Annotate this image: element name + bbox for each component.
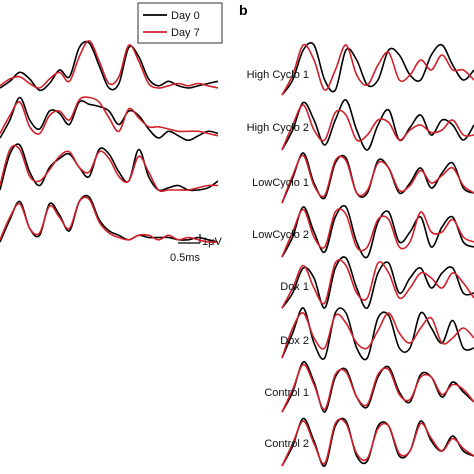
trace-dox-2-day7 [281, 312, 474, 359]
trace-label-dox-2: Dox 2 [280, 335, 309, 347]
trace-label-lowcyclo-2: LowCyclo 2 [252, 229, 309, 241]
trace-control-1-day0 [281, 361, 474, 413]
left-trace-3-day7 [0, 144, 219, 193]
panel-label-b: b [239, 2, 248, 18]
trace-control-2-day0 [281, 417, 474, 467]
scale-bar-time-label: 0.5ms [170, 252, 200, 264]
left-traces [0, 40, 219, 243]
trace-control-2-day7 [281, 418, 474, 467]
trace-label-dox-1: Dox 1 [280, 281, 309, 293]
left-trace-4-day7 [0, 196, 219, 243]
trace-dox-2-day0 [281, 307, 474, 361]
trace-high-cyclo-2-day7 [281, 104, 474, 151]
trace-lowcyclo-2-day0 [281, 204, 474, 259]
left-trace-1-day7 [0, 40, 219, 89]
trace-lowcyclo-1-day7 [281, 154, 474, 204]
trace-control-1-day7 [281, 363, 474, 413]
legend-box [137, 2, 223, 44]
trace-high-cyclo-2-day0 [281, 99, 474, 151]
left-trace-2-day0 [0, 96, 219, 142]
trace-label-high-cyclo-1: High Cyclo 1 [247, 69, 309, 81]
trace-label-control-1: Control 1 [264, 387, 309, 399]
trace-label-high-cyclo-2: High Cyclo 2 [247, 122, 309, 134]
right-traces: High Cyclo 1 High Cyclo 2 LowCyclo 1 LowCyc… [247, 42, 474, 467]
left-trace-2-day7 [0, 96, 219, 137]
trace-label-lowcyclo-1: LowCyclo 1 [252, 177, 309, 189]
left-trace-3-day0 [0, 143, 219, 192]
trace-lowcyclo-1-day0 [281, 152, 474, 204]
trace-dox-1-day0 [281, 256, 474, 309]
legend-label-day0: Day 0 [171, 10, 200, 22]
left-trace-4-day0 [0, 194, 219, 243]
trace-high-cyclo-1-day7 [281, 43, 474, 96]
trace-high-cyclo-1-day0 [281, 42, 474, 96]
trace-dox-1-day7 [281, 258, 474, 309]
trace-label-control-2: Control 2 [264, 438, 309, 450]
trace-lowcyclo-2-day7 [281, 208, 474, 258]
legend: Day 0 Day 7 [137, 2, 223, 44]
legend-label-day7: Day 7 [171, 27, 200, 39]
